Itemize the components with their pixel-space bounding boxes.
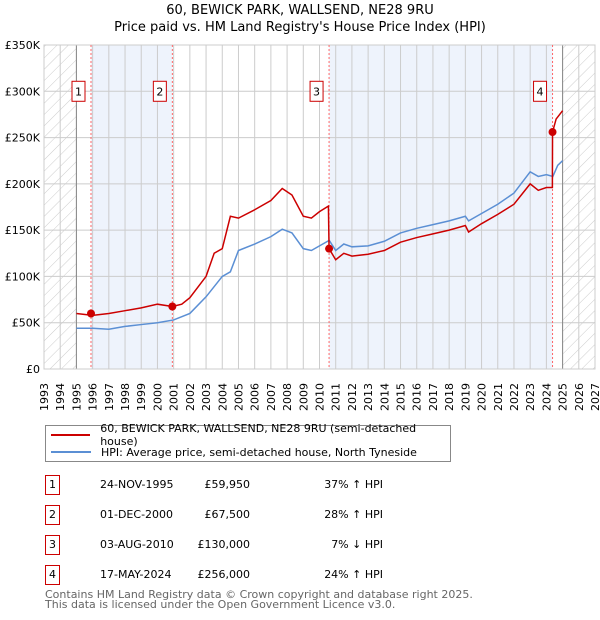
legend-item-hpi: HPI: Average price, semi-detached house,… (46, 444, 417, 460)
x-tick-label: 2008 (281, 383, 294, 411)
sale-row: 3 03-AUG-2010 £130,000 7% ↓ HPI (45, 535, 445, 555)
sale-date: 24-NOV-1995 (100, 478, 174, 491)
sale-label-box (533, 80, 548, 102)
footer-line-1: Contains HM Land Registry data © Crown c… (45, 588, 473, 601)
x-tick-label: 2012 (346, 383, 359, 411)
footer-line-2: This data is licensed under the Open Gov… (45, 598, 396, 611)
sale-number: 1 (45, 475, 60, 495)
y-tick-label: £50K (12, 317, 41, 330)
x-tick-label: 2016 (411, 383, 424, 411)
sale-label-box (309, 80, 324, 102)
x-tick-label: 1996 (87, 383, 100, 411)
x-tick-label: 1999 (135, 383, 148, 411)
x-tick-label: 1994 (54, 383, 67, 411)
sale-label: 3 (313, 85, 320, 98)
chart-title: 60, BEWICK PARK, WALLSEND, NE28 9RU (166, 3, 434, 18)
sale-label: 1 (75, 85, 82, 98)
x-tick-label: 2015 (395, 383, 408, 411)
y-tick-label: £150K (5, 224, 41, 237)
x-tick-label: 1998 (119, 383, 132, 411)
y-tick-label: £300K (5, 85, 41, 98)
x-tick-label: 2021 (492, 383, 505, 411)
sale-row: 1 24-NOV-1995 £59,950 37% ↑ HPI (45, 475, 445, 495)
chart-subtitle: Price paid vs. HM Land Registry's House … (114, 20, 486, 35)
sale-point (168, 302, 177, 311)
sale-date: 17-MAY-2024 (100, 568, 172, 581)
x-tick-label: 2011 (330, 383, 343, 411)
legend-label: 60, BEWICK PARK, WALLSEND, NE28 9RU (sem… (100, 422, 417, 448)
shaded-range (329, 45, 553, 369)
sale-row: 4 17-MAY-2024 £256,000 24% ↑ HPI (45, 565, 445, 585)
y-tick-label: £250K (5, 132, 41, 145)
sale-number: 2 (45, 505, 60, 525)
sale-label-box (152, 80, 167, 102)
plot-border (43, 44, 596, 370)
series-line (76, 110, 564, 317)
x-tick-label: 2022 (508, 383, 521, 411)
sale-date: 03-AUG-2010 (100, 538, 174, 551)
sale-price: £67,500 (204, 508, 251, 521)
blue-line-icon (51, 451, 91, 453)
legend: 60, BEWICK PARK, WALLSEND, NE28 9RU (sem… (45, 422, 451, 462)
x-tick-label: 2007 (265, 383, 278, 411)
x-tick-label: 2006 (249, 383, 262, 411)
x-tick-label: 2027 (589, 383, 600, 411)
sale-date: 01-DEC-2000 (100, 508, 174, 521)
x-tick-label: 1993 (38, 383, 51, 411)
sale-number: 4 (45, 565, 60, 585)
sale-label: 2 (156, 85, 163, 98)
x-tick-label: 2005 (232, 383, 245, 411)
sale-price: £130,000 (197, 538, 251, 551)
sale-price: £59,950 (204, 478, 251, 491)
x-tick-label: 2010 (314, 383, 327, 411)
sale-point (325, 244, 334, 253)
sale-hpi-diff: 24% ↑ HPI (324, 568, 383, 581)
sale-point (86, 309, 95, 318)
x-tick-label: 2020 (476, 383, 489, 411)
sale-hpi-diff: 28% ↑ HPI (324, 508, 383, 521)
sale-hpi-diff: 37% ↑ HPI (324, 478, 383, 491)
x-tick-label: 2013 (362, 383, 375, 411)
x-tick-label: 2025 (557, 383, 570, 411)
sale-number: 3 (45, 535, 60, 555)
price-chart: 1993 1994 1995 1996 1997 1998 1999 2000 2001 2002… (5, 39, 600, 411)
legend-label: HPI: Average price, semi-detached house,… (101, 445, 417, 459)
red-line-icon (51, 434, 91, 436)
sale-point (548, 128, 557, 137)
y-tick-label: £350K (5, 39, 41, 52)
x-tick-label: 2019 (459, 383, 472, 411)
sale-label-box (71, 80, 86, 102)
x-tick-label: 1997 (103, 383, 116, 411)
y-tick-label: £100K (5, 270, 41, 283)
x-tick-label: 2018 (443, 383, 456, 411)
x-tick-label: 2001 (168, 383, 181, 411)
x-tick-label: 2014 (378, 383, 391, 411)
footer: Contains HM Land Registry data © Crown c… (45, 588, 473, 611)
y-tick-label: £0 (26, 363, 40, 376)
x-tick-label: 2024 (540, 383, 553, 411)
x-tick-label: 2009 (297, 383, 310, 411)
x-tick-label: 2023 (524, 383, 537, 411)
x-tick-label: 2026 (573, 383, 586, 411)
sale-price: £256,000 (197, 568, 251, 581)
sale-hpi-diff: 7% ↓ HPI (331, 538, 383, 551)
x-tick-label: 2017 (427, 383, 440, 411)
legend-item-property: 60, BEWICK PARK, WALLSEND, NE28 9RU (sem… (46, 422, 450, 448)
x-tick-label: 2004 (216, 383, 229, 411)
x-tick-label: 2002 (184, 383, 197, 411)
x-tick-label: 2000 (151, 383, 164, 411)
sale-row: 2 01-DEC-2000 £67,500 28% ↑ HPI (45, 505, 445, 525)
x-tick-label: 1995 (70, 383, 83, 411)
y-tick-label: £200K (5, 178, 41, 191)
sale-label: 4 (537, 85, 544, 98)
x-tick-label: 2003 (200, 383, 213, 411)
series-line (76, 160, 564, 330)
